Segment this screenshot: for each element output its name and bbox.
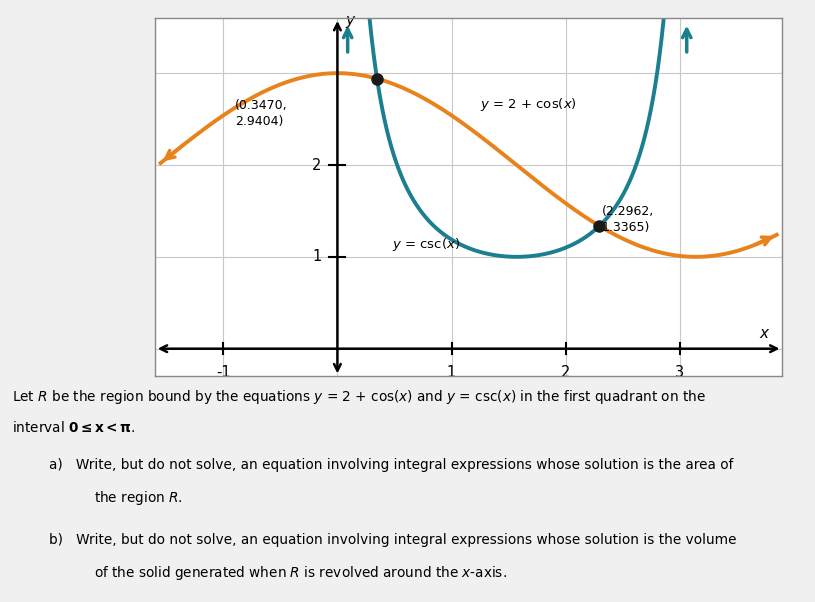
- Text: Let $R$ be the region bound by the equations $y$ = 2 + cos($x$) and $y$ = csc($x: Let $R$ be the region bound by the equat…: [12, 388, 706, 406]
- Text: b)   Write, but do not solve, an equation involving integral expressions whose s: b) Write, but do not solve, an equation …: [49, 533, 737, 547]
- Text: 2: 2: [561, 365, 570, 380]
- Text: $y$ = csc($x$): $y$ = csc($x$): [392, 235, 460, 253]
- Text: a)   Write, but do not solve, an equation involving integral expressions whose s: a) Write, but do not solve, an equation …: [49, 458, 734, 471]
- Text: (0.3470,
2.9404): (0.3470, 2.9404): [235, 99, 288, 128]
- Text: 3: 3: [675, 365, 685, 380]
- Text: -1: -1: [216, 365, 231, 380]
- Text: $y$: $y$: [346, 14, 357, 31]
- Text: of the solid generated when $R$ is revolved around the $x$-axis.: of the solid generated when $R$ is revol…: [94, 564, 507, 582]
- Text: (2.2962,
1.3365): (2.2962, 1.3365): [602, 205, 654, 234]
- Text: 1: 1: [447, 365, 456, 380]
- Text: 2: 2: [312, 158, 321, 173]
- Text: $x$: $x$: [760, 326, 771, 341]
- Text: $y$ = 2 + cos($x$): $y$ = 2 + cos($x$): [480, 96, 577, 113]
- Text: 1: 1: [312, 249, 321, 264]
- Text: interval $\mathbf{0 \leq x < \pi}$.: interval $\mathbf{0 \leq x < \pi}$.: [12, 420, 136, 435]
- Text: the region $R$.: the region $R$.: [94, 489, 183, 507]
